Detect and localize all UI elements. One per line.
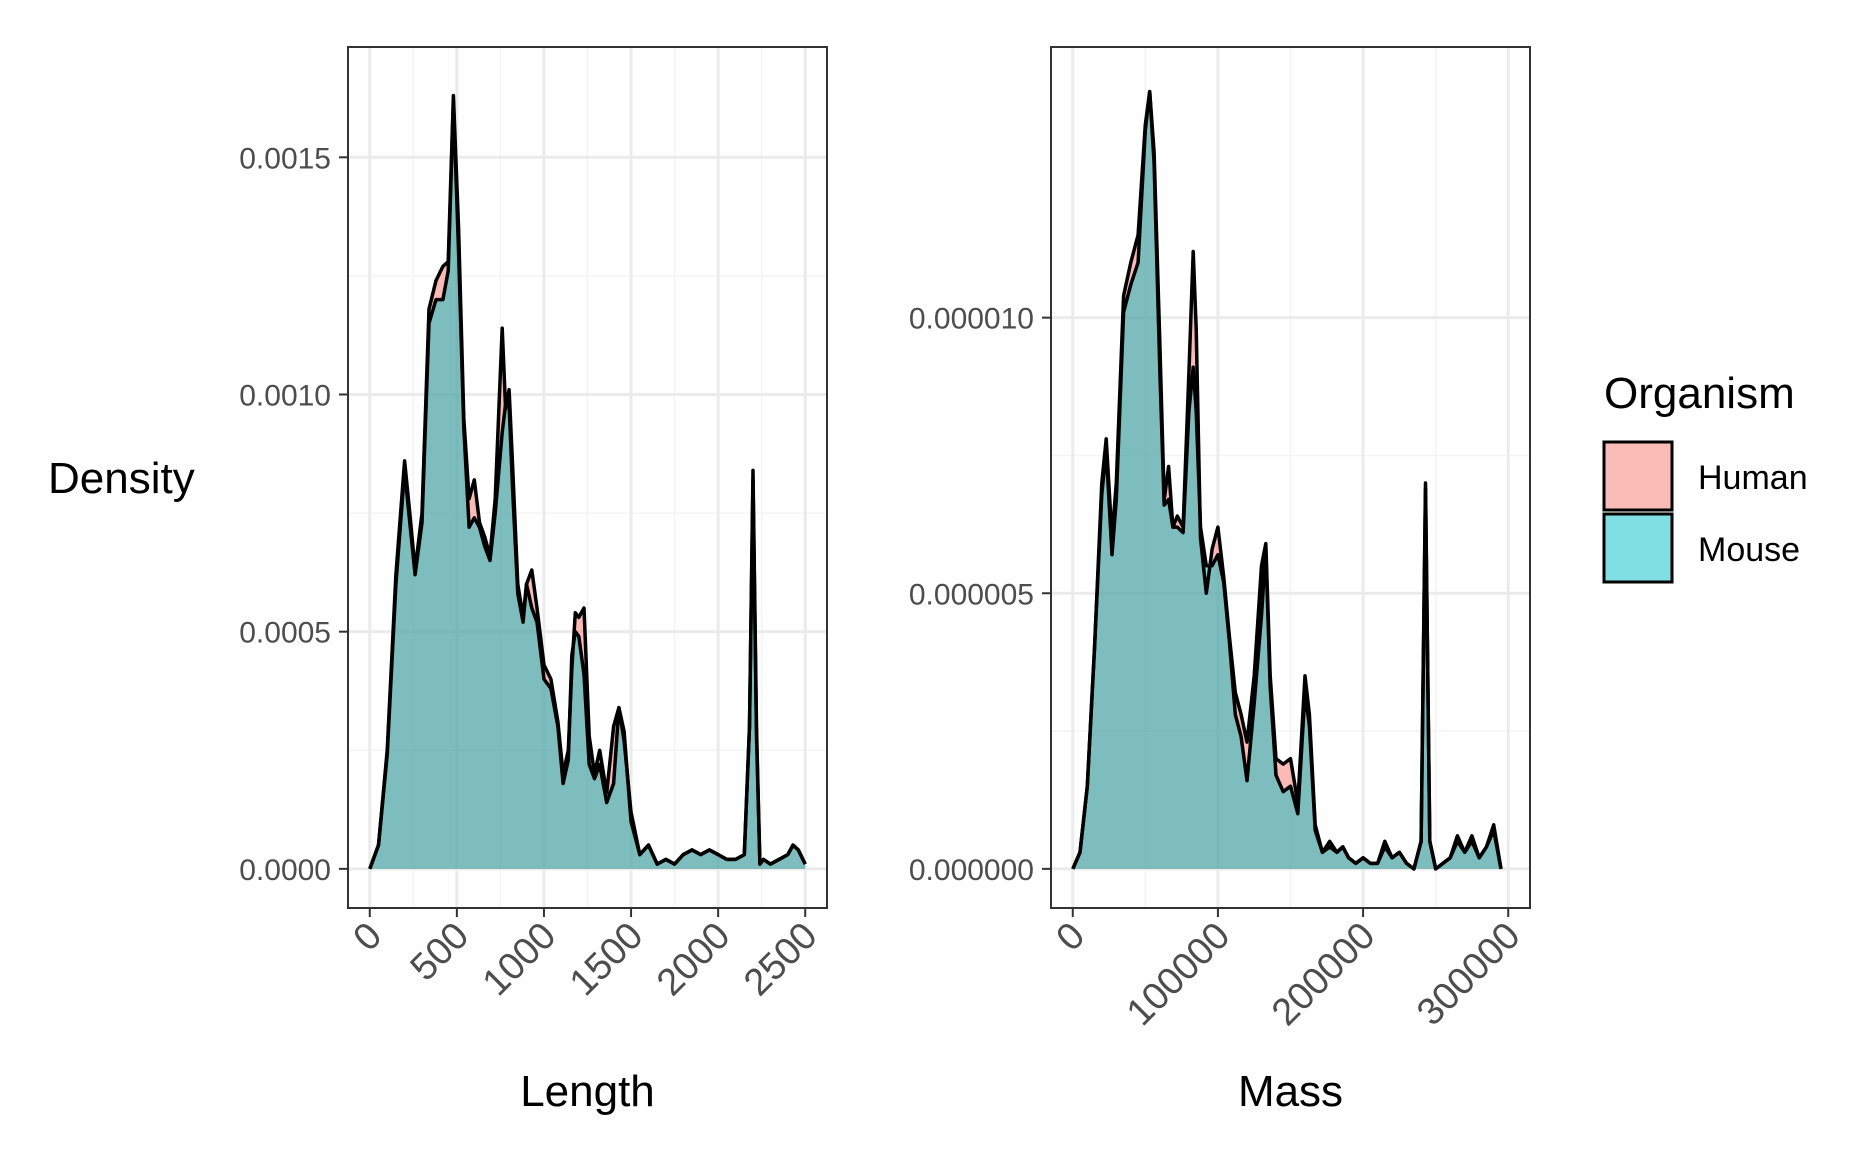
legend-title: Organism: [1604, 369, 1795, 418]
length-y-tick-label: 0.0000: [239, 854, 331, 887]
mass-panel-border: [1050, 46, 1531, 909]
legend-key-mouse: Mouse: [1602, 512, 1800, 584]
length-density-area-mouse: [369, 100, 806, 869]
y-axis-title: Density: [48, 454, 195, 503]
length-density-outline-mouse: [368, 98, 807, 870]
length-x-axis-title: Length: [520, 1067, 655, 1116]
mass-density-outline-mouse: [1071, 89, 1503, 871]
mass-y-tick-label: 0.000005: [909, 578, 1034, 611]
length-y-tick-label: 0.0015: [239, 142, 331, 175]
length-panel-border: [347, 46, 828, 909]
legend-label-mouse: Mouse: [1698, 531, 1800, 569]
legend-label-human: Human: [1698, 459, 1808, 497]
mass-y-tick-label: 0.000010: [909, 303, 1034, 336]
legend-swatch-mouse: [1602, 512, 1674, 584]
mass-density-area-mouse: [1072, 91, 1501, 869]
length-y-tick-label: 0.0010: [239, 379, 331, 412]
mass-y-tick-label: 0.000000: [909, 854, 1034, 887]
mass-x-axis-title: Mass: [1238, 1067, 1343, 1116]
legend-swatch-human: [1602, 440, 1674, 512]
legend: Organism Human Mouse: [1602, 369, 1808, 584]
length-y-tick-label: 0.0005: [239, 617, 331, 650]
legend-key-human: Human: [1602, 440, 1808, 512]
